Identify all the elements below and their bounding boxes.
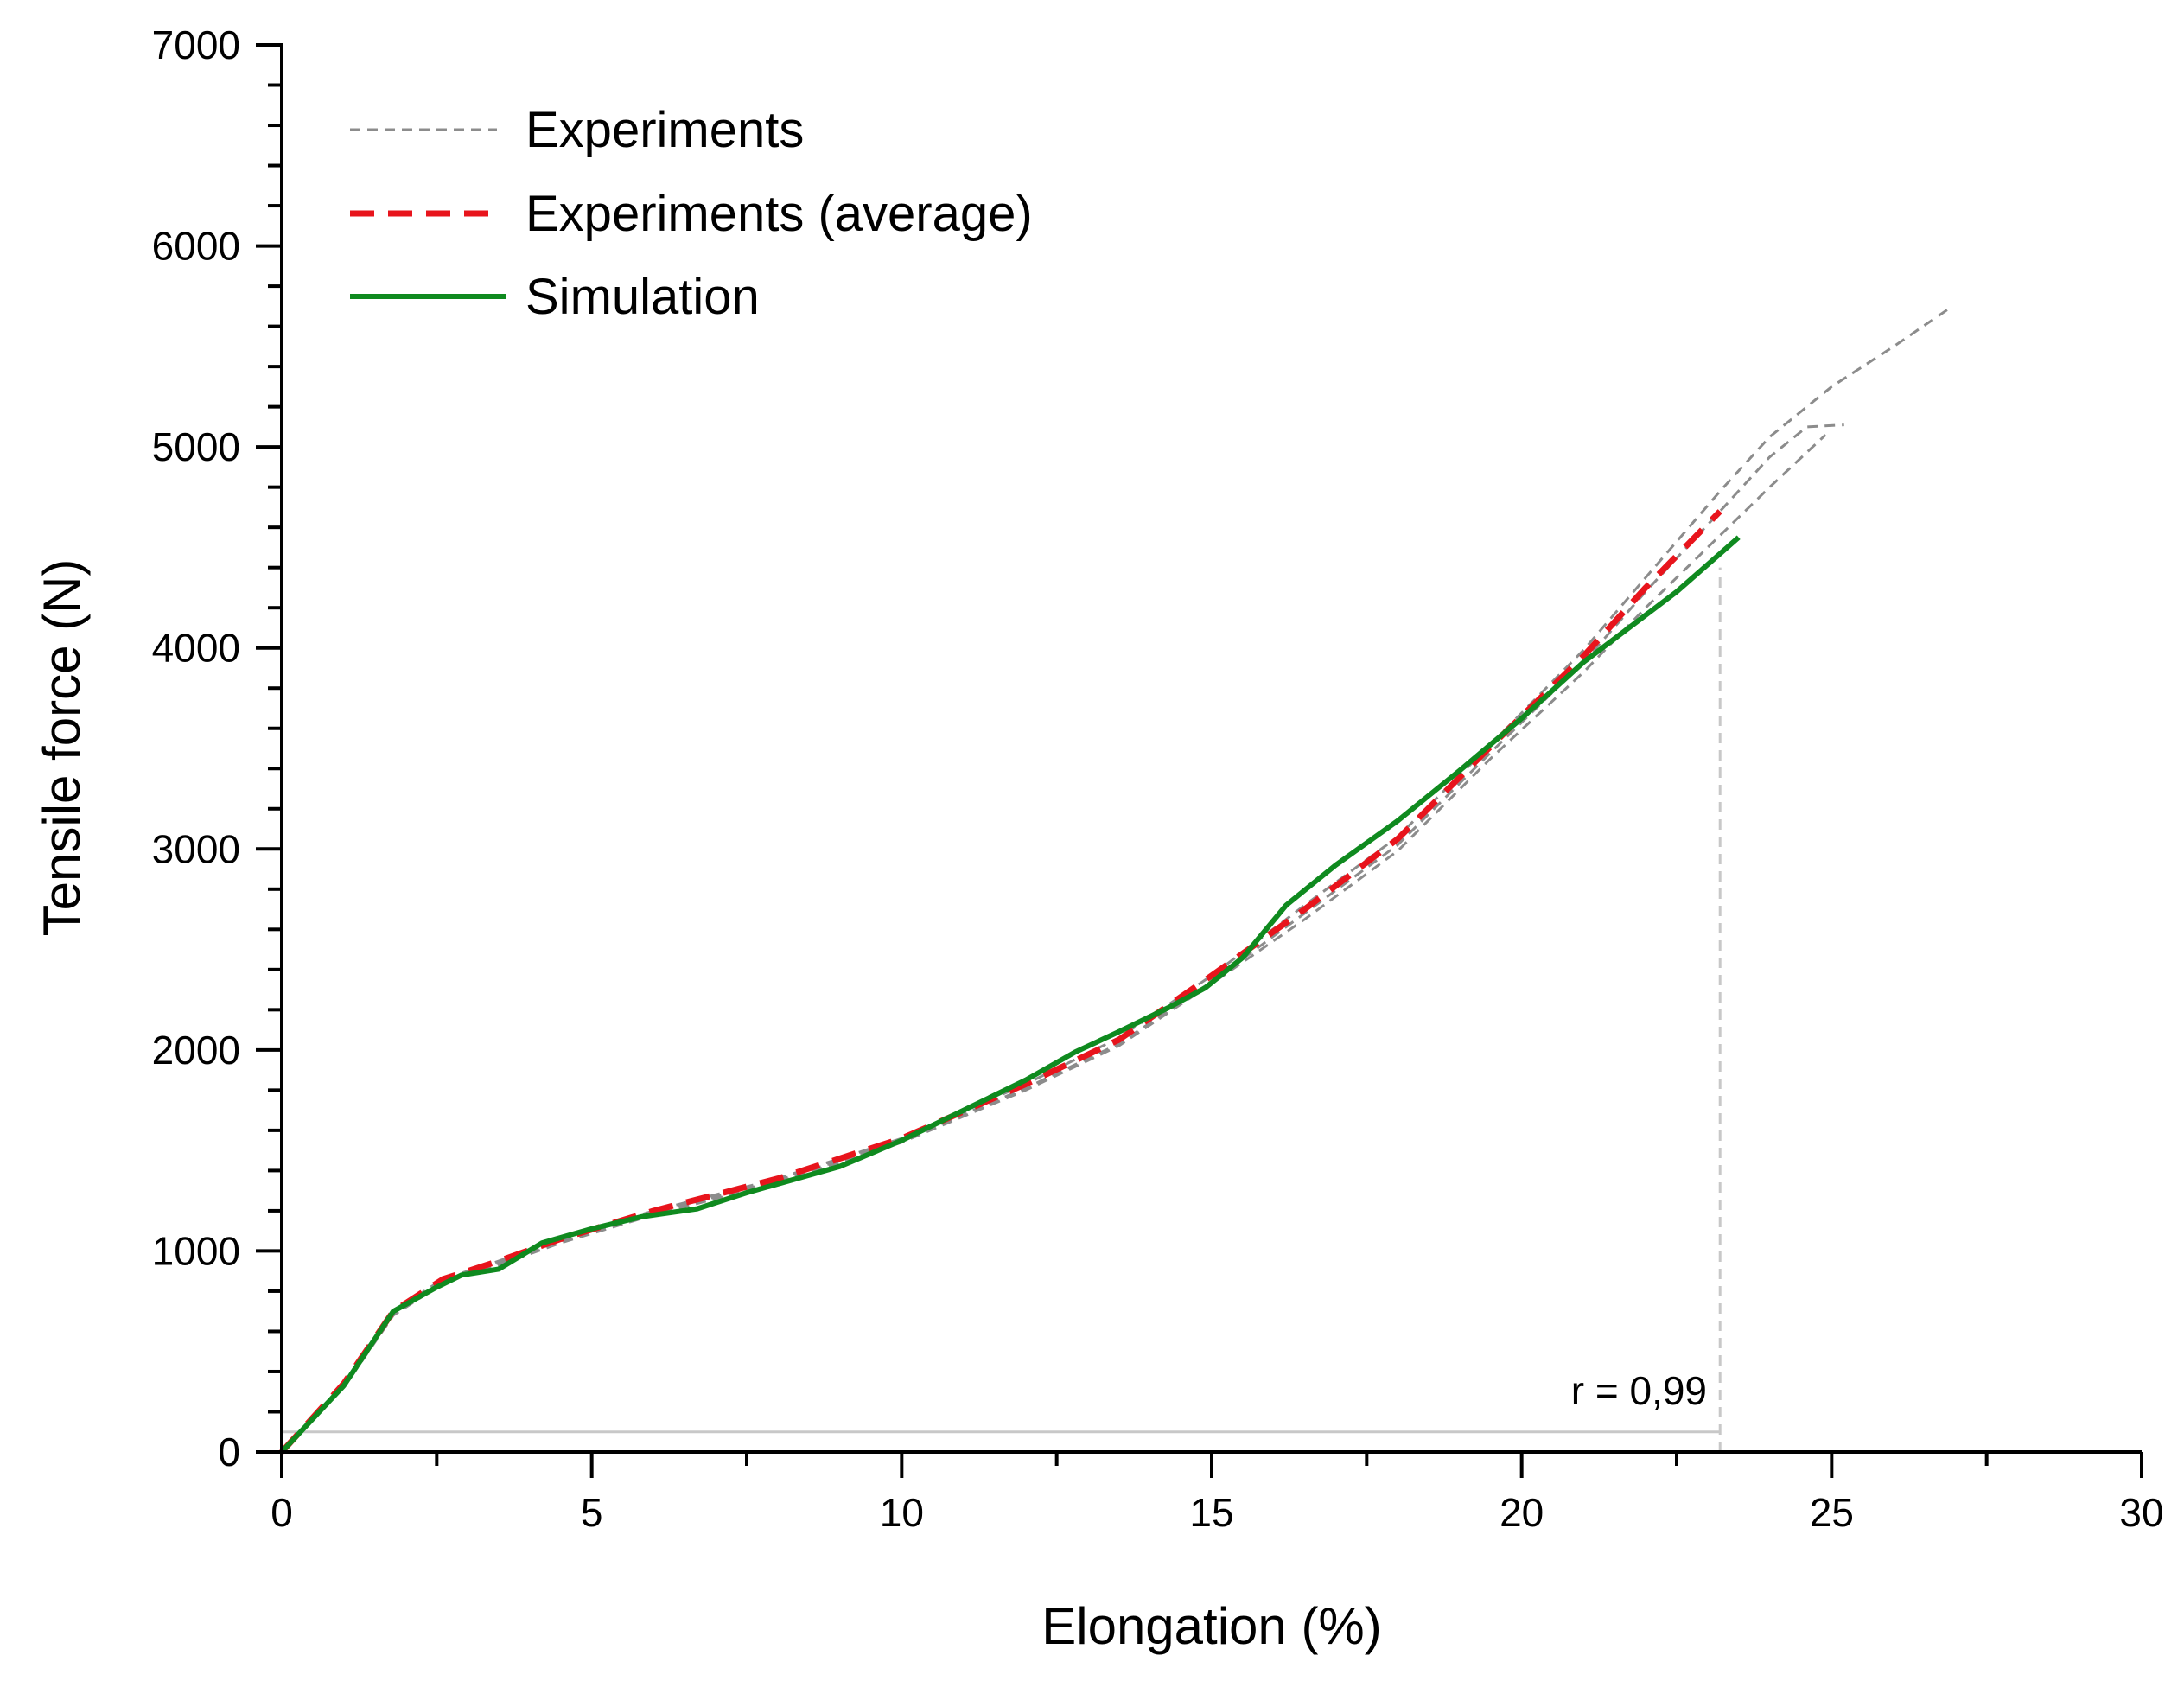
x-tick-label: 30 bbox=[2119, 1490, 2163, 1535]
y-tick-label: 3000 bbox=[152, 826, 240, 871]
series-line-experiments-1 bbox=[280, 423, 1844, 1454]
legend-label-experiments: Experiments bbox=[525, 102, 804, 158]
x-tick-label: 10 bbox=[880, 1490, 924, 1535]
series-line-experiments-2 bbox=[280, 434, 1827, 1454]
y-axis-title: Tensile force (N) bbox=[33, 559, 91, 937]
x-tick-label: 5 bbox=[581, 1490, 603, 1535]
y-tick-label: 4000 bbox=[152, 626, 240, 671]
series-line-simulation-4 bbox=[279, 535, 1741, 1455]
legend: Experiments Experiments (average) Simula… bbox=[350, 102, 1033, 325]
legend-label-simulation: Simulation bbox=[525, 269, 760, 325]
y-tick-label: 0 bbox=[218, 1429, 240, 1474]
series-line-experiments-average-3 bbox=[279, 509, 1722, 1455]
r-annotation: r = 0,99 bbox=[1571, 1368, 1707, 1413]
x-tick-label: 25 bbox=[1810, 1490, 1854, 1535]
series-layer bbox=[279, 307, 1951, 1455]
legend-label-average: Experiments (average) bbox=[525, 186, 1033, 242]
x-tick-label: 20 bbox=[1500, 1490, 1544, 1535]
x-tick-label: 15 bbox=[1189, 1490, 1233, 1535]
y-tick-label: 2000 bbox=[152, 1028, 240, 1073]
x-tick-label: 0 bbox=[271, 1490, 293, 1535]
r-marker-lines bbox=[282, 567, 1722, 1452]
axes bbox=[256, 43, 2142, 1454]
y-tick-label: 5000 bbox=[152, 424, 240, 469]
series-line-experiments-0 bbox=[280, 307, 1951, 1454]
x-axis-title: Elongation (%) bbox=[1041, 1597, 1382, 1655]
y-tick-label: 7000 bbox=[152, 22, 240, 67]
y-tick-label: 6000 bbox=[152, 224, 240, 269]
ticks: 0 5 10 15 20 25 30 0 1000 2000 3000 4000 5000 6000 700… bbox=[152, 22, 2164, 1535]
y-tick-label: 1000 bbox=[152, 1228, 240, 1273]
